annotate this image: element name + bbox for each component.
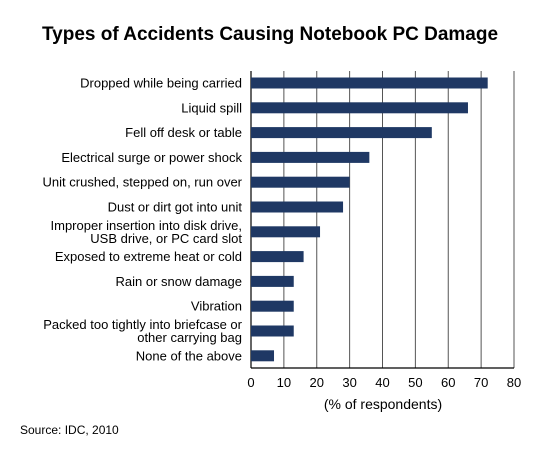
- category-label: Liquid spill: [181, 100, 242, 115]
- category-label: Dust or dirt got into unit: [108, 200, 243, 215]
- x-tick-label: 40: [375, 375, 389, 390]
- category-label: Improper insertion into disk drive,: [51, 218, 242, 233]
- bar: [251, 300, 294, 312]
- bar: [251, 275, 294, 287]
- category-label: Rain or snow damage: [116, 274, 242, 289]
- bar: [251, 77, 488, 89]
- x-tick-label: 60: [441, 375, 455, 390]
- x-tick-label: 80: [507, 375, 521, 390]
- x-tick-label: 70: [474, 375, 488, 390]
- bar: [251, 325, 294, 337]
- grid-lines: [250, 71, 515, 369]
- x-tick-label: 10: [277, 375, 291, 390]
- category-label: Electrical surge or power shock: [61, 150, 242, 165]
- category-label: Fell off desk or table: [125, 125, 242, 140]
- bar: [251, 201, 344, 213]
- x-tick-label: 20: [310, 375, 324, 390]
- bar: [251, 151, 370, 163]
- x-tick-label: 30: [342, 375, 356, 390]
- bar: [251, 176, 350, 188]
- bar: [251, 251, 304, 263]
- category-label: None of the above: [136, 348, 242, 363]
- bar: [251, 350, 275, 362]
- x-tick-label: 50: [408, 375, 422, 390]
- category-label: Unit crushed, stepped on, run over: [43, 175, 243, 190]
- x-tick-labels: 0 10 20 30 40 50 60 70 80: [247, 375, 521, 390]
- source-note: Source: IDC, 2010: [20, 423, 119, 437]
- x-axis-title: (% of respondents): [324, 396, 442, 412]
- bar: [251, 127, 432, 139]
- chart-title: Types of Accidents Causing Notebook PC D…: [42, 24, 498, 45]
- bar: [251, 102, 468, 114]
- category-label: Dropped while being carried: [80, 76, 242, 91]
- category-label: other carrying bag: [137, 330, 242, 345]
- category-label: USB drive, or PC card slot: [90, 231, 242, 246]
- bars: [251, 77, 488, 362]
- category-label: Vibration: [191, 299, 242, 314]
- bar: [251, 226, 321, 238]
- category-labels: Dropped while being carried Liquid spill F…: [43, 76, 243, 364]
- category-label: Packed too tightly into briefcase or: [43, 317, 242, 332]
- x-tick-label: 0: [247, 375, 254, 390]
- category-label: Exposed to extreme heat or cold: [55, 249, 242, 264]
